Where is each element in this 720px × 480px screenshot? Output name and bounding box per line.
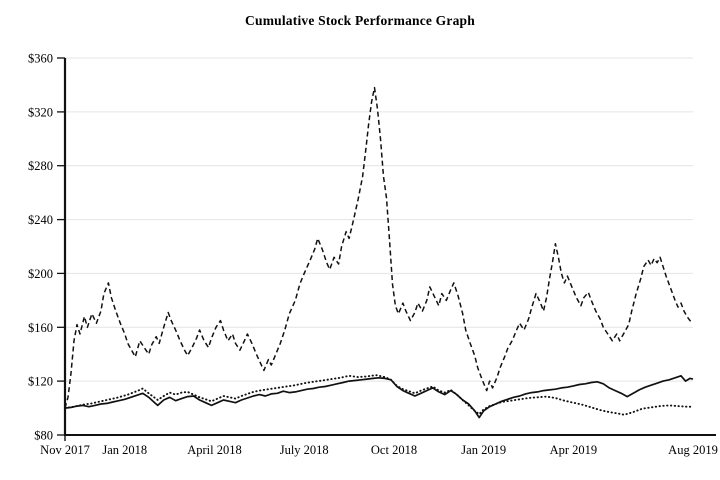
x-axis-label: Aug 2019 (668, 443, 718, 457)
x-axis-label: Oct 2018 (371, 443, 417, 457)
x-axis-label: April 2018 (187, 443, 242, 457)
y-axis-label: $120 (28, 375, 53, 389)
x-axis-label: Nov 2017 (40, 443, 90, 457)
series-line-dashed-series (64, 86, 694, 409)
x-axis-label: Jan 2019 (461, 443, 506, 457)
series-line-dotted-series (64, 374, 694, 416)
x-axis-label: July 2018 (280, 443, 329, 457)
y-axis-label: $160 (28, 321, 53, 335)
y-axis-label: $280 (28, 159, 53, 173)
y-axis-label: $360 (28, 52, 53, 66)
y-axis-label: $240 (28, 213, 53, 227)
x-axis-label: Jan 2018 (102, 443, 147, 457)
y-axis-label: $200 (28, 267, 53, 281)
x-axis-label: Apr 2019 (550, 443, 598, 457)
series-line-solid-series (64, 374, 694, 419)
chart-title: Cumulative Stock Performance Graph (245, 13, 475, 28)
y-axis-label: $80 (34, 429, 53, 443)
y-axis-label: $320 (28, 105, 53, 119)
